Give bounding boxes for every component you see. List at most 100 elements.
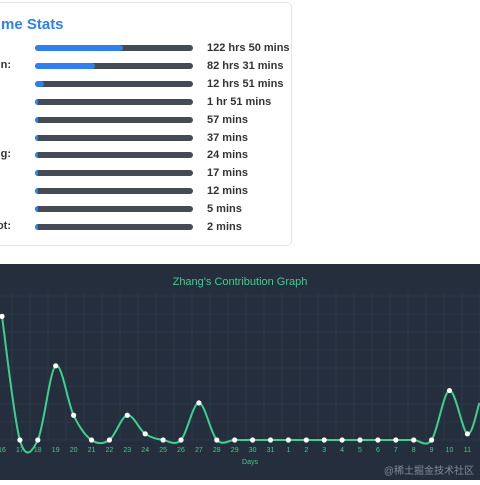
data-point bbox=[178, 437, 184, 443]
stat-label: ot: bbox=[0, 220, 11, 232]
x-tick-label: 10 bbox=[446, 447, 454, 454]
stat-row: 12 hrs 51 mins bbox=[0, 75, 289, 93]
progress-bar-fill bbox=[35, 80, 45, 87]
x-tick-label: 21 bbox=[88, 447, 96, 454]
stat-value: 12 mins bbox=[207, 185, 248, 198]
data-point bbox=[53, 363, 59, 369]
progress-bar bbox=[35, 80, 193, 87]
stats-title: me Stats bbox=[1, 16, 64, 33]
progress-bar bbox=[35, 98, 193, 105]
stat-value: 82 hrs 31 mins bbox=[207, 59, 284, 72]
data-point bbox=[17, 437, 23, 443]
progress-bar bbox=[35, 134, 193, 141]
data-point bbox=[71, 412, 77, 418]
stat-row: 12 mins bbox=[0, 182, 289, 200]
progress-bar-fill bbox=[35, 98, 39, 105]
progress-bar bbox=[35, 152, 193, 159]
progress-bar-fill bbox=[35, 62, 96, 69]
stat-label: n: bbox=[0, 58, 11, 71]
progress-bar bbox=[35, 62, 193, 69]
x-tick-label: 5 bbox=[358, 447, 362, 454]
data-point bbox=[393, 437, 399, 443]
stat-value: 57 mins bbox=[207, 113, 248, 126]
contribution-graph-panel: Zhang's Contribution Graph 16 17 18 19 20 21 22… bbox=[0, 264, 480, 480]
stat-row: 5 mins bbox=[0, 200, 289, 218]
progress-bar bbox=[35, 188, 193, 195]
x-tick-label: 8 bbox=[412, 447, 416, 454]
x-tick-label: 30 bbox=[249, 447, 257, 454]
x-tick-label: 1 bbox=[286, 447, 290, 454]
x-tick-label: 19 bbox=[52, 447, 60, 454]
progress-bar-fill bbox=[35, 45, 124, 51]
stat-row: 1 hr 51 mins bbox=[0, 93, 289, 111]
progress-bar-fill bbox=[35, 188, 39, 195]
x-axis-label: Days bbox=[242, 459, 258, 466]
data-point bbox=[160, 437, 166, 443]
data-point bbox=[285, 437, 291, 443]
x-tick-label: 28 bbox=[213, 447, 221, 454]
x-tick-label: 29 bbox=[231, 447, 239, 454]
progress-bar bbox=[35, 45, 193, 51]
x-tick-label: 18 bbox=[34, 447, 42, 454]
data-point bbox=[250, 437, 256, 443]
stat-value: 2 mins bbox=[207, 221, 242, 233]
progress-bar-fill bbox=[35, 170, 39, 177]
progress-bar-fill bbox=[35, 116, 39, 123]
x-tick-label: 24 bbox=[141, 447, 149, 454]
watermark: @稀土掘金技术社区 bbox=[383, 466, 474, 477]
data-point bbox=[411, 437, 417, 443]
data-point bbox=[429, 437, 435, 443]
stat-row: 37 mins bbox=[0, 129, 289, 147]
x-tick-label: 2 bbox=[304, 447, 308, 454]
stat-row: n: 82 hrs 31 mins bbox=[0, 57, 289, 75]
data-point bbox=[88, 437, 95, 443]
x-tick-label: 31 bbox=[267, 447, 275, 454]
x-tick-label: 17 bbox=[16, 447, 24, 454]
stat-row: 17 mins bbox=[0, 164, 289, 182]
language-stats-card: me Stats 122 hrs 50 mins n: 82 hrs 31 mins… bbox=[0, 2, 292, 246]
x-tick-label: 25 bbox=[159, 447, 167, 454]
data-point bbox=[232, 437, 238, 443]
data-point bbox=[267, 437, 274, 443]
stat-value: 1 hr 51 mins bbox=[207, 95, 272, 108]
x-tick-label: 3 bbox=[322, 447, 326, 454]
stat-value: 24 mins bbox=[207, 149, 248, 162]
x-tick-label: 4 bbox=[340, 447, 344, 454]
stat-row: 122 hrs 50 mins bbox=[0, 39, 290, 57]
data-point bbox=[0, 313, 5, 319]
x-tick-label: 20 bbox=[70, 447, 78, 454]
x-tick-label: 27 bbox=[195, 447, 203, 454]
stat-value: 12 hrs 51 mins bbox=[207, 77, 284, 90]
progress-bar-fill bbox=[35, 152, 39, 159]
progress-bar bbox=[35, 170, 193, 177]
x-tick-label: 11 bbox=[464, 447, 471, 454]
x-tick-label: 9 bbox=[430, 447, 434, 454]
progress-bar-fill bbox=[35, 134, 39, 141]
stat-row: 57 mins bbox=[0, 111, 289, 129]
x-tick-label: 16 bbox=[0, 447, 6, 454]
data-point bbox=[357, 437, 363, 443]
progress-bar bbox=[35, 116, 193, 123]
data-point bbox=[106, 437, 112, 443]
stat-row: ot: 2 mins bbox=[0, 218, 289, 236]
x-tick-label: 26 bbox=[177, 447, 185, 454]
stat-label: g: bbox=[0, 148, 11, 161]
data-point bbox=[214, 437, 220, 443]
data-point bbox=[375, 437, 381, 443]
data-point bbox=[464, 431, 470, 437]
x-tick-label: 6 bbox=[376, 447, 380, 454]
data-point bbox=[196, 400, 202, 406]
stat-value: 5 mins bbox=[207, 203, 242, 216]
data-point bbox=[339, 437, 345, 443]
stat-row: g: 24 mins bbox=[0, 146, 289, 164]
data-point bbox=[446, 387, 453, 394]
progress-bar bbox=[35, 224, 193, 230]
stat-value: 37 mins bbox=[207, 131, 248, 144]
x-tick-label: 23 bbox=[123, 447, 131, 454]
data-point bbox=[35, 437, 41, 443]
chart-title: Zhang's Contribution Graph bbox=[173, 276, 308, 288]
progress-bar-fill bbox=[35, 206, 39, 213]
progress-bar-fill bbox=[35, 224, 39, 230]
stat-value: 122 hrs 50 mins bbox=[207, 42, 290, 54]
